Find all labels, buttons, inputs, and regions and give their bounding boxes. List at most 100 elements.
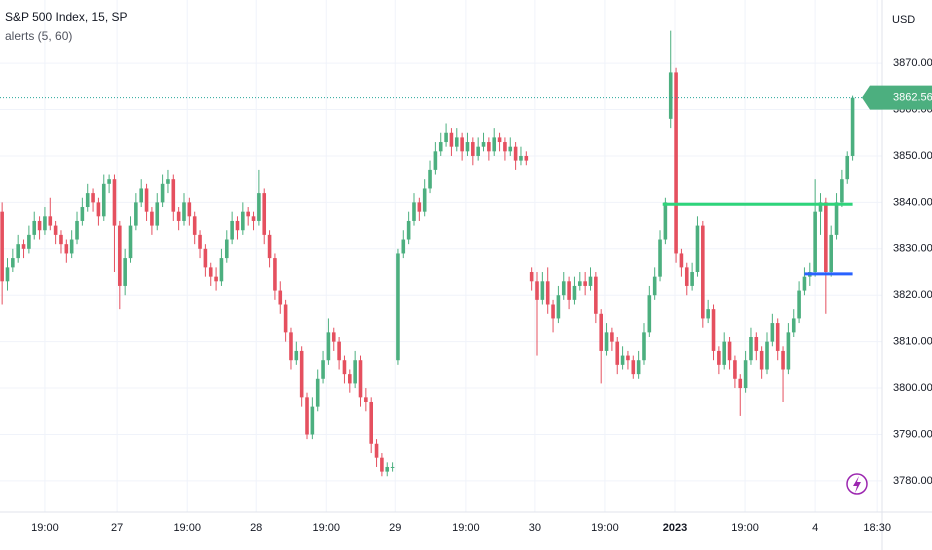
candle-body <box>214 276 218 282</box>
candle-body <box>759 350 764 370</box>
candle-body <box>449 132 454 147</box>
candle-body <box>513 146 518 161</box>
candle-body <box>556 295 561 319</box>
candle-body <box>385 466 390 472</box>
y-tick-label: 3810.00 <box>893 336 932 348</box>
candle-body <box>48 216 53 226</box>
candle-body <box>396 253 400 361</box>
candle-body <box>101 183 106 217</box>
candle-body <box>342 360 347 375</box>
candle-body <box>53 225 58 235</box>
candle-body <box>27 234 31 249</box>
candle-body <box>781 350 785 370</box>
candle-body <box>380 457 384 472</box>
candle-body <box>283 304 288 333</box>
x-tick-label: 19:00 <box>31 522 59 534</box>
plot <box>0 30 882 477</box>
y-tick-label: 3820.00 <box>893 289 932 301</box>
candle-body <box>850 97 855 156</box>
candle-body <box>0 211 4 282</box>
candle-body <box>540 281 545 300</box>
candle-body <box>390 466 395 468</box>
candle-body <box>444 132 448 143</box>
candle-body <box>706 309 710 319</box>
candle-body <box>374 443 379 458</box>
candle-body <box>208 267 213 277</box>
candle-body <box>813 211 817 273</box>
x-tick-label: 19:00 <box>173 522 201 534</box>
candle-body <box>91 193 95 203</box>
x-tick-label: 27 <box>111 522 123 534</box>
candle-body <box>235 220 240 231</box>
candle-body <box>37 220 42 231</box>
candle-body <box>273 258 277 291</box>
candle-body <box>529 272 534 282</box>
candle-body <box>155 202 160 226</box>
alert-icon[interactable] <box>846 473 868 495</box>
candle-body <box>583 281 587 286</box>
lightning <box>853 476 861 493</box>
candle-body <box>508 146 513 152</box>
chart-title: S&P 500 Index, 15, SP <box>5 10 128 24</box>
candle-body <box>717 350 721 365</box>
candle-body <box>727 341 732 361</box>
y-tick-label: 3780.00 <box>893 475 932 487</box>
candle-body <box>422 188 427 212</box>
candle-body <box>572 285 577 300</box>
candle-body <box>674 72 678 254</box>
candle-body <box>770 323 775 342</box>
candle-body <box>775 323 780 351</box>
candle-body <box>16 244 20 259</box>
candle-body <box>96 202 101 217</box>
candle-body <box>695 225 700 273</box>
candle-body <box>176 211 181 221</box>
candle-body <box>524 155 529 161</box>
currency: USD <box>892 14 915 26</box>
candle-body <box>652 276 657 296</box>
indicator-name: alerts (5, 60) <box>5 29 72 43</box>
candle-body <box>802 276 807 291</box>
last-price-label: 3862.56 <box>893 92 932 104</box>
candle-body <box>299 350 304 398</box>
candle-body <box>476 146 480 156</box>
candle-body <box>123 258 127 286</box>
candle-body <box>433 151 438 170</box>
candle-body <box>701 225 705 319</box>
candle-body <box>262 193 267 235</box>
candle-body <box>75 220 79 240</box>
candle-body <box>460 137 464 152</box>
candle-body <box>818 202 823 212</box>
candle-body <box>166 179 170 184</box>
x-tick-label: 29 <box>389 522 401 534</box>
candle-body <box>219 258 224 282</box>
x-tick-label: 19:00 <box>731 522 759 534</box>
candle-body <box>615 341 620 365</box>
candle-body <box>487 142 491 152</box>
candle-body <box>642 332 646 361</box>
x-tick-label: 18:30 <box>863 522 891 534</box>
candle-body <box>481 142 486 147</box>
candle-body <box>749 337 753 361</box>
candle-body <box>561 281 566 296</box>
y-tick-label: 3790.00 <box>893 428 932 440</box>
candle-body <box>192 216 197 235</box>
candle-body <box>246 211 250 217</box>
candle-body <box>588 276 593 286</box>
candle-body <box>278 290 283 305</box>
x-tick-label: 19:00 <box>313 522 341 534</box>
candle-body <box>150 211 154 226</box>
candle-body <box>198 234 202 249</box>
candle-body <box>535 281 539 300</box>
candle-body <box>454 137 459 147</box>
candle-body <box>241 211 245 231</box>
x-tick-label: 30 <box>529 522 541 534</box>
candle-body <box>85 193 90 208</box>
y-tick-label: 3840.00 <box>893 196 932 208</box>
candle-body <box>577 281 582 286</box>
candle-body <box>492 137 497 152</box>
candle-body <box>658 239 662 277</box>
candle-body <box>610 332 614 342</box>
candle-body <box>326 332 331 361</box>
candle-body <box>786 332 791 370</box>
